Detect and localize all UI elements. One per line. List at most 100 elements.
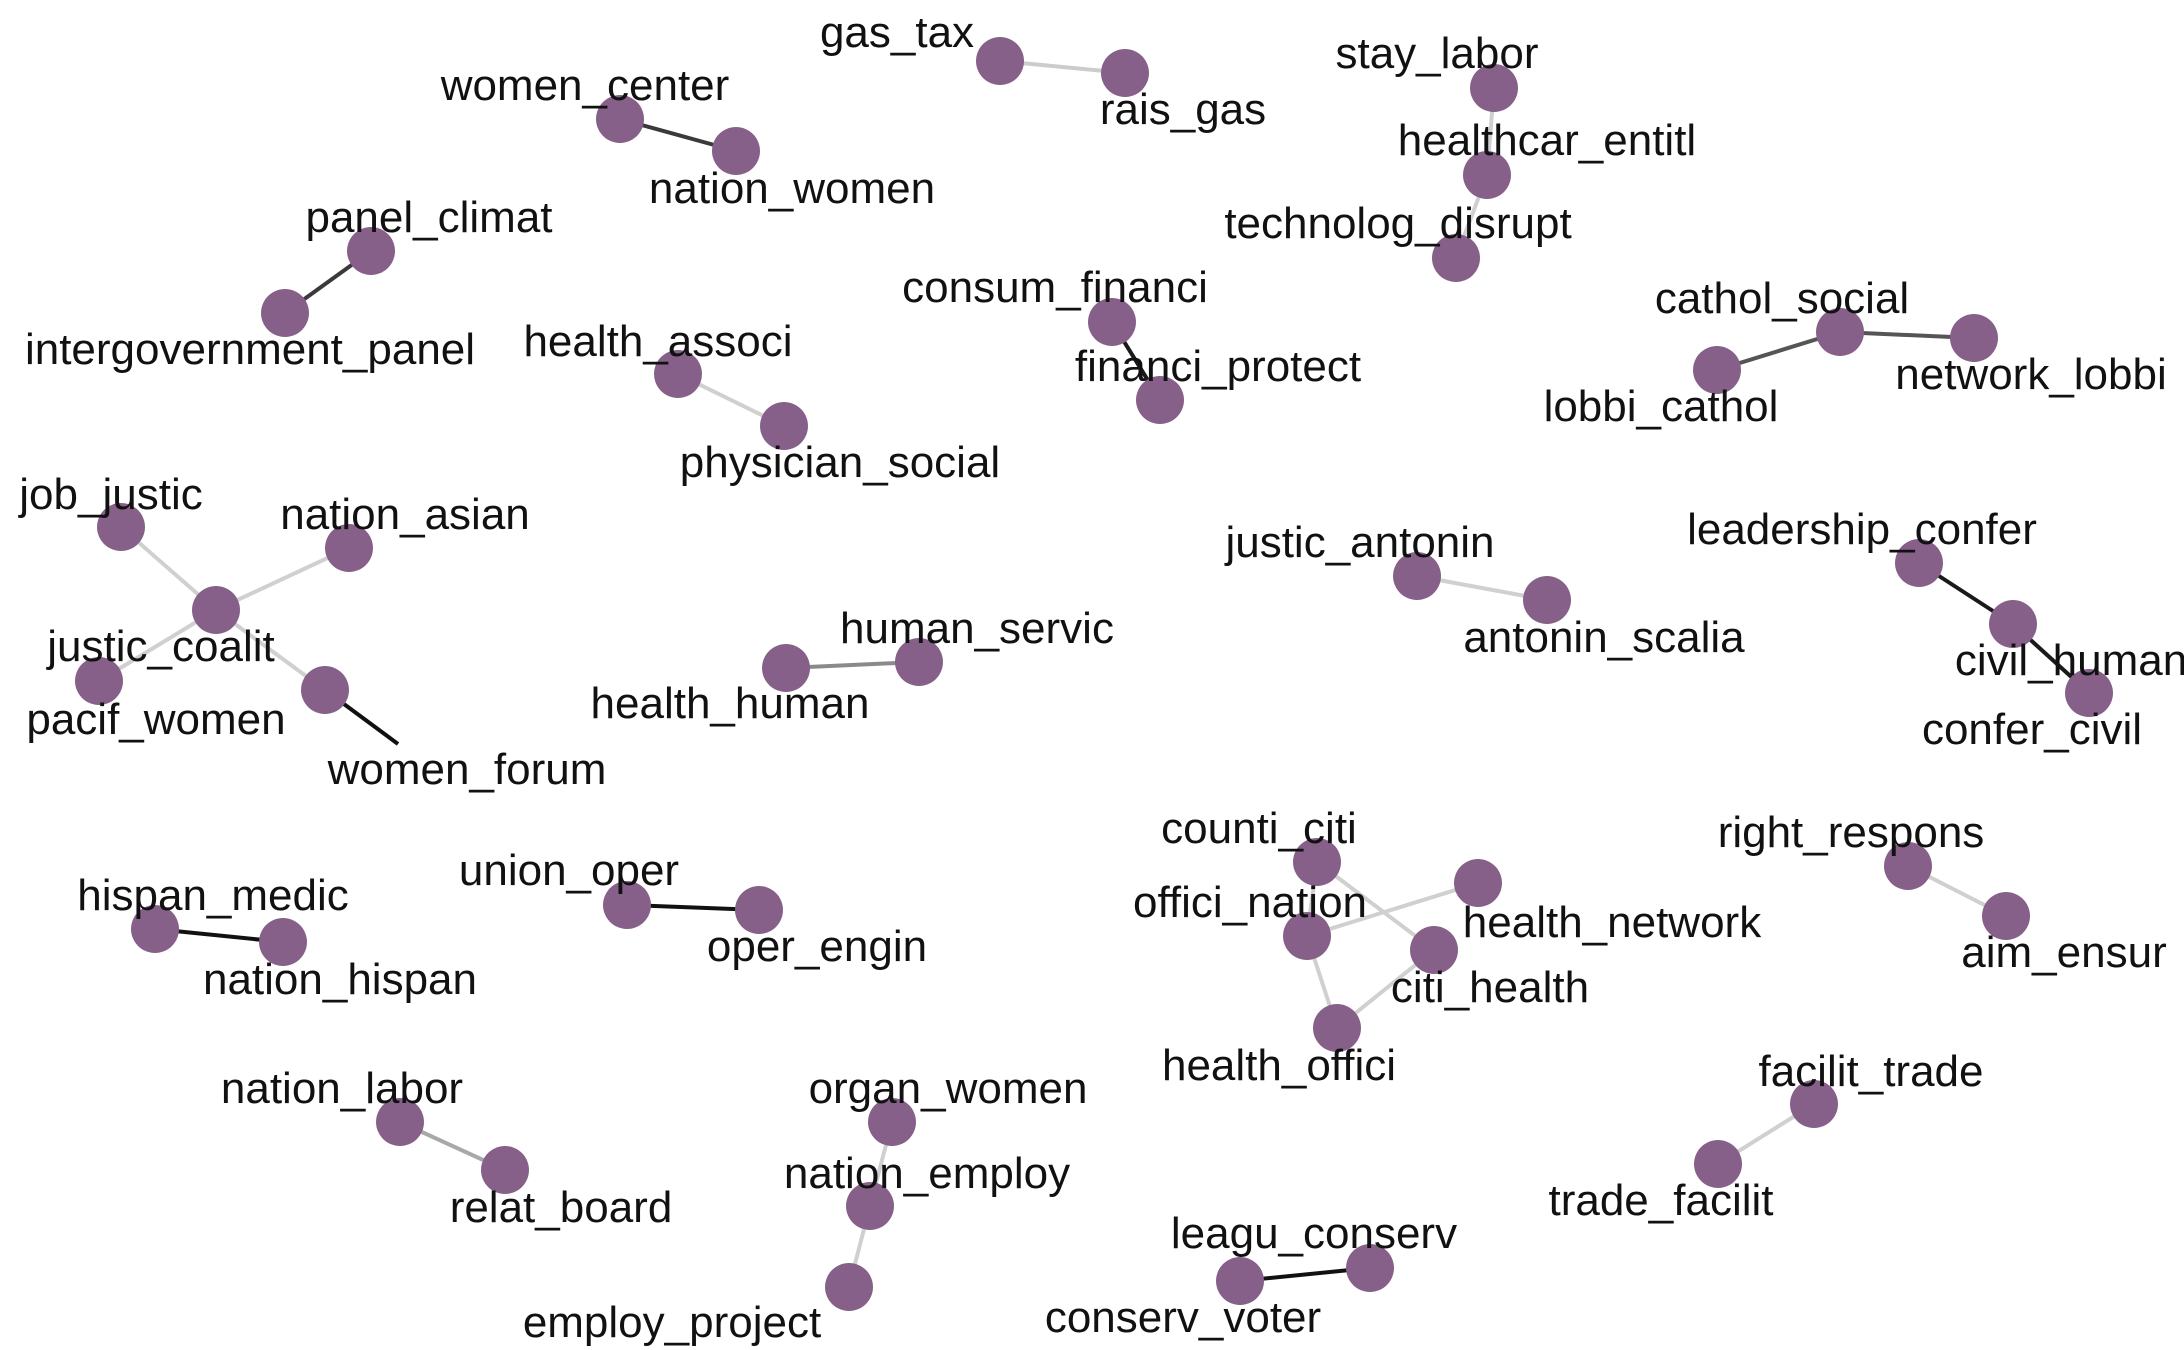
node-label-leadership_confer: leadership_confer (1687, 505, 2037, 554)
node-leagu_conserv (1346, 1244, 1394, 1292)
node-physician_social (760, 402, 808, 450)
edge-counti_citi-citi_health (1315, 860, 1436, 952)
node-label-network_lobbi: network_lobbi (1895, 350, 2167, 399)
node-human_servic (895, 638, 943, 686)
node-label-oper_engin: oper_engin (707, 922, 927, 971)
node-label-relat_board: relat_board (450, 1183, 673, 1232)
node-counti_citi (1293, 838, 1341, 886)
node-nation_hispan (259, 918, 307, 966)
node-panel_climat (347, 227, 395, 275)
node-layer (75, 37, 2113, 1311)
node-label-health_network: health_network (1463, 898, 1762, 947)
node-label-human_servic: human_servic (840, 604, 1114, 653)
node-label-lobbi_cathol: lobbi_cathol (1544, 382, 1779, 431)
node-label-conserv_voter: conserv_voter (1045, 1293, 1321, 1342)
node-label-nation_women: nation_women (649, 164, 935, 213)
node-technolog_disrupt (1432, 234, 1480, 282)
node-label-women_center: women_center (440, 61, 730, 110)
node-gas_tax (976, 37, 1024, 85)
node-hispan_medic (131, 905, 179, 953)
node-label-cathol_social: cathol_social (1655, 274, 1909, 323)
node-label-intergovernment_panel: intergovernment_panel (25, 325, 475, 374)
node-lobbi_cathol (1693, 346, 1741, 394)
edge-nation_asian-justic_coalit (215, 546, 350, 612)
node-job_justic (97, 503, 145, 551)
node-label-citi_health: citi_health (1391, 963, 1589, 1012)
node-label-hispan_medic: hispan_medic (77, 871, 349, 920)
node-label-union_oper: union_oper (459, 846, 679, 895)
node-health_human (762, 644, 810, 692)
node-label-pacif_women: pacif_women (26, 695, 285, 744)
node-stay_labor (1470, 64, 1518, 112)
node-label-antonin_scalia: antonin_scalia (1463, 613, 1745, 662)
node-label-health_human: health_human (591, 679, 870, 728)
node-label-health_associ: health_associ (523, 317, 792, 366)
node-label-physician_social: physician_social (680, 438, 1000, 487)
node-label-justic_antonin: justic_antonin (1223, 518, 1494, 567)
node-right_respons (1884, 842, 1932, 890)
node-union_oper (603, 881, 651, 929)
node-women_center (596, 95, 644, 143)
node-label-facilit_trade: facilit_trade (1758, 1047, 1983, 1096)
node-citi_health (1410, 926, 1458, 974)
node-label-organ_women: organ_women (809, 1064, 1088, 1113)
node-label-panel_climat: panel_climat (305, 193, 552, 242)
node-label-nation_asian: nation_asian (280, 490, 530, 539)
node-label-employ_project: employ_project (523, 1298, 821, 1347)
node-label-women_forum: women_forum (327, 745, 607, 794)
node-label-counti_citi: counti_citi (1161, 804, 1357, 853)
node-rais_gas (1101, 49, 1149, 97)
node-nation_asian (325, 524, 373, 572)
node-antonin_scalia (1523, 576, 1571, 624)
node-label-justic_coalit: justic_coalit (45, 622, 274, 671)
node-label-technolog_disrupt: technolog_disrupt (1224, 199, 1571, 248)
node-label-health_offici: health_offici (1162, 1041, 1396, 1090)
node-label-trade_facilit: trade_facilit (1548, 1176, 1773, 1225)
node-pacif_women (75, 657, 123, 705)
edge-offici_nation-health_network (1306, 881, 1479, 938)
node-health_associ (654, 350, 702, 398)
node-label-leagu_conserv: leagu_conserv (1171, 1209, 1457, 1258)
node-conserv_voter (1216, 1257, 1264, 1305)
node-women_forum (301, 666, 349, 714)
node-nation_labor (376, 1098, 424, 1146)
node-leadership_confer (1895, 539, 1943, 587)
node-label-job_justic: job_justic (17, 470, 202, 519)
node-nation_employ (846, 1182, 894, 1230)
node-label-right_respons: right_respons (1718, 808, 1985, 857)
node-organ_women (868, 1098, 916, 1146)
node-label-offici_nation: offici_nation (1133, 878, 1367, 927)
node-facilit_trade (1790, 1080, 1838, 1128)
node-consum_financi (1088, 298, 1136, 346)
node-civil_human (1989, 600, 2037, 648)
node-label-gas_tax: gas_tax (820, 8, 974, 57)
node-financi_protect (1136, 376, 1184, 424)
node-confer_civil (2065, 669, 2113, 717)
node-offici_nation (1283, 912, 1331, 960)
node-healthcar_entitl (1463, 151, 1511, 199)
node-health_network (1454, 859, 1502, 907)
node-label-healthcar_entitl: healthcar_entitl (1398, 116, 1696, 165)
node-relat_board (481, 1146, 529, 1194)
node-trade_facilit (1694, 1140, 1742, 1188)
node-label-nation_labor: nation_labor (221, 1064, 463, 1113)
node-label-confer_civil: confer_civil (1922, 705, 2142, 754)
node-justic_coalit (192, 586, 240, 634)
node-aim_ensur (1982, 892, 2030, 940)
node-cathol_social (1816, 308, 1864, 356)
node-label-consum_financi: consum_financi (902, 263, 1208, 312)
node-label-nation_employ: nation_employ (784, 1149, 1070, 1198)
node-health_offici (1313, 1004, 1361, 1052)
node-label-rais_gas: rais_gas (1100, 85, 1266, 134)
node-intergovernment_panel (261, 289, 309, 337)
node-label-stay_labor: stay_labor (1335, 29, 1538, 78)
node-oper_engin (735, 886, 783, 934)
node-label-nation_hispan: nation_hispan (203, 955, 477, 1004)
node-justic_antonin (1393, 552, 1441, 600)
node-label-civil_human: civil_human (1955, 636, 2184, 685)
node-employ_project (825, 1263, 873, 1311)
node-nation_women (712, 127, 760, 175)
node-label-financi_protect: financi_protect (1075, 342, 1361, 391)
